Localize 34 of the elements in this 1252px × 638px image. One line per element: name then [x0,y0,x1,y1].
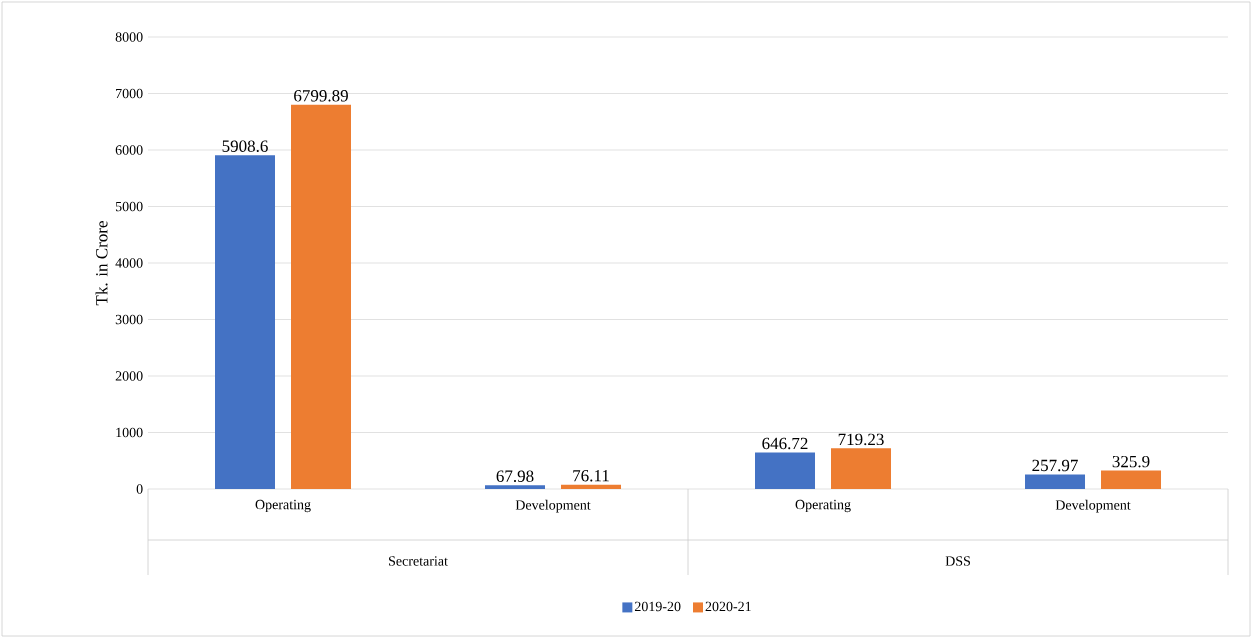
y-tick-label: 4000 [115,258,143,268]
bar [291,104,351,489]
x-tick-label: Operating [795,499,851,513]
x-tick-label: Operating [255,499,311,513]
data-label: 325.9 [1112,455,1150,468]
text: Secretariat [389,556,448,566]
data-label: 76.11 [573,470,609,482]
bar [1025,474,1086,489]
bar [485,485,545,489]
text: DSS [945,556,970,566]
y-tick-label: 5000 [115,201,143,212]
y-tick-label: 1000 [116,427,143,438]
bar [831,448,891,489]
bar [215,155,275,489]
bar [1101,470,1162,489]
data-label: 5908.6 [222,140,268,152]
legend-label: 2019-20 [634,601,681,612]
y-tick-label: 2000 [115,371,143,381]
y-tick-label: 7000 [116,88,143,99]
data-label: 6799.89 [294,90,348,102]
x-tick-label: Development [1055,499,1131,513]
data-label: 257.97 [1032,459,1078,472]
bar [755,452,815,489]
x-tick-label: Development [515,499,591,513]
data-label: 67.98 [496,470,534,482]
data-label: 719.23 [838,433,884,446]
y-axis-title: Tk. in Crore [95,221,108,306]
y-tick-label: 6000 [115,145,143,155]
legend-label: 2020-21 [705,601,751,612]
y-tick-label: 8000 [115,32,143,42]
data-label: 646.72 [762,437,808,450]
y-tick-label: 0 [136,484,143,494]
y-tick-label: 3000 [115,314,143,325]
bar [561,484,621,489]
